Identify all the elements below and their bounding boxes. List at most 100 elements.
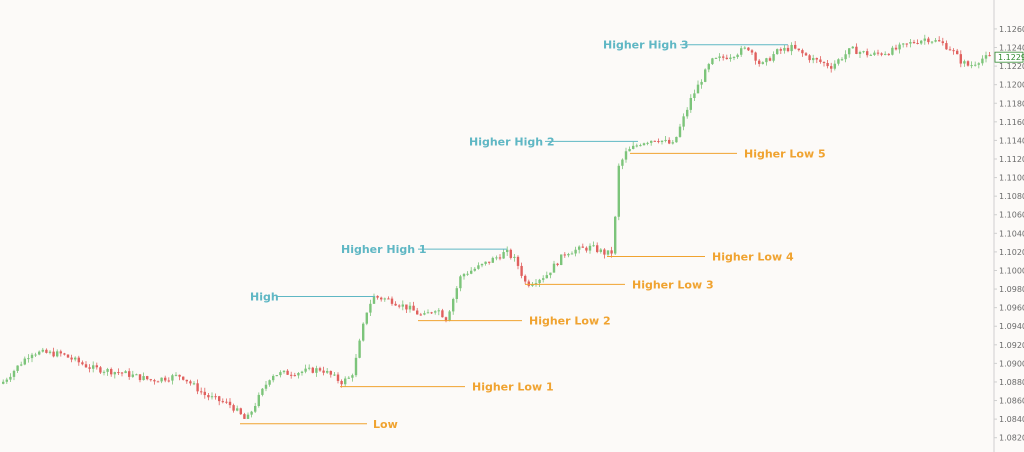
candle-body bbox=[988, 55, 991, 57]
candle-body bbox=[110, 369, 113, 375]
candle-body bbox=[430, 312, 433, 314]
candle-body bbox=[488, 261, 491, 263]
price-axis: 1.12600 1.12400 1.12200 1.12000 1.11800 1.116… bbox=[993, 0, 1024, 452]
candle-body bbox=[196, 383, 199, 392]
candle-body bbox=[16, 365, 19, 371]
candle-body bbox=[293, 375, 296, 377]
candle-body bbox=[628, 148, 631, 152]
candle-body bbox=[873, 52, 876, 55]
candle-body bbox=[351, 375, 354, 378]
candle-body bbox=[920, 40, 923, 44]
candle-body bbox=[167, 380, 170, 382]
candle-body bbox=[171, 375, 174, 381]
candle-body bbox=[981, 58, 984, 64]
candle-body bbox=[905, 43, 908, 45]
candle-body bbox=[804, 53, 808, 56]
candle-body bbox=[840, 59, 844, 61]
y-tick-label: 1.08200 bbox=[999, 434, 1024, 443]
candle-body bbox=[250, 411, 253, 415]
candle-body bbox=[2, 381, 5, 384]
candle-body bbox=[624, 151, 628, 160]
candle-body bbox=[574, 249, 577, 254]
candle-body bbox=[441, 310, 444, 318]
candle-body bbox=[819, 59, 822, 63]
candle-body bbox=[358, 340, 361, 358]
current-price-box bbox=[994, 51, 1024, 63]
candle-body bbox=[243, 414, 246, 419]
candle-body bbox=[930, 41, 934, 43]
candle-body bbox=[268, 380, 271, 385]
candle-body bbox=[354, 357, 358, 376]
candle-body bbox=[945, 43, 948, 50]
candle-body bbox=[333, 374, 336, 376]
candle-body bbox=[322, 370, 325, 373]
candle-body bbox=[153, 380, 156, 382]
candle-body bbox=[70, 357, 73, 360]
candle-body bbox=[923, 38, 926, 41]
candle-body bbox=[790, 44, 793, 52]
candle-body bbox=[138, 374, 142, 381]
candle-body bbox=[912, 42, 916, 44]
candle-body bbox=[232, 405, 235, 411]
candle-body bbox=[786, 47, 790, 52]
candle-body bbox=[419, 314, 422, 316]
candle-body bbox=[768, 58, 772, 61]
candle-body bbox=[203, 391, 206, 396]
candle-body bbox=[686, 109, 689, 117]
candle-body bbox=[549, 272, 552, 276]
candle-body bbox=[30, 354, 34, 359]
candle-body bbox=[934, 40, 937, 42]
candle-body bbox=[437, 310, 440, 312]
candle-body bbox=[192, 383, 196, 385]
candle-body bbox=[88, 367, 91, 369]
candle-body bbox=[837, 59, 840, 64]
candle-body bbox=[581, 246, 584, 248]
candle-body bbox=[45, 349, 48, 353]
candle-body bbox=[765, 58, 768, 63]
swing-level-label: Higher Low 3 bbox=[632, 278, 714, 291]
candle-body bbox=[632, 145, 635, 149]
y-tick-label: 1.11200 bbox=[999, 155, 1024, 164]
y-tick-label: 1.12200 bbox=[999, 62, 1024, 71]
candle-body bbox=[502, 252, 505, 259]
candle-body bbox=[650, 140, 653, 143]
candle-body bbox=[477, 265, 480, 269]
candle-body bbox=[783, 47, 786, 51]
candle-body bbox=[707, 64, 710, 70]
candle-body bbox=[63, 353, 66, 355]
candle-body bbox=[448, 311, 451, 321]
candle-body bbox=[588, 245, 592, 251]
candle-body bbox=[498, 257, 502, 259]
swing-levels-layer: High Higher High 1 Higher High 2 Higher Hig… bbox=[240, 39, 826, 431]
candle-body bbox=[318, 368, 322, 371]
candle-body bbox=[606, 250, 610, 255]
candle-body bbox=[329, 370, 332, 375]
candle-body bbox=[848, 48, 851, 55]
y-tick-label: 1.09400 bbox=[999, 322, 1024, 331]
candle-body bbox=[506, 249, 509, 253]
candle-body bbox=[711, 58, 714, 65]
candle-body bbox=[27, 358, 30, 360]
candle-body bbox=[844, 54, 847, 60]
candle-body bbox=[282, 370, 286, 373]
candle-body bbox=[869, 54, 872, 56]
candle-body bbox=[207, 395, 210, 398]
candle-body bbox=[524, 275, 527, 282]
y-tick-label: 1.09200 bbox=[999, 341, 1024, 350]
candle-body bbox=[970, 65, 973, 67]
y-tick-label: 1.10800 bbox=[999, 192, 1024, 201]
candle-body bbox=[959, 54, 962, 64]
candle-body bbox=[956, 50, 959, 55]
candle-body bbox=[830, 66, 833, 69]
candle-body bbox=[898, 44, 901, 50]
candle-body bbox=[452, 298, 455, 312]
candle-body bbox=[862, 51, 865, 53]
candle-body bbox=[480, 263, 484, 266]
candle-body bbox=[117, 372, 120, 374]
y-tick-label: 1.12000 bbox=[999, 81, 1024, 90]
candle-body bbox=[495, 257, 498, 259]
candle-body bbox=[124, 371, 127, 374]
swing-level-label: Higher High 3 bbox=[603, 39, 689, 52]
y-tick-label: 1.09000 bbox=[999, 359, 1024, 368]
